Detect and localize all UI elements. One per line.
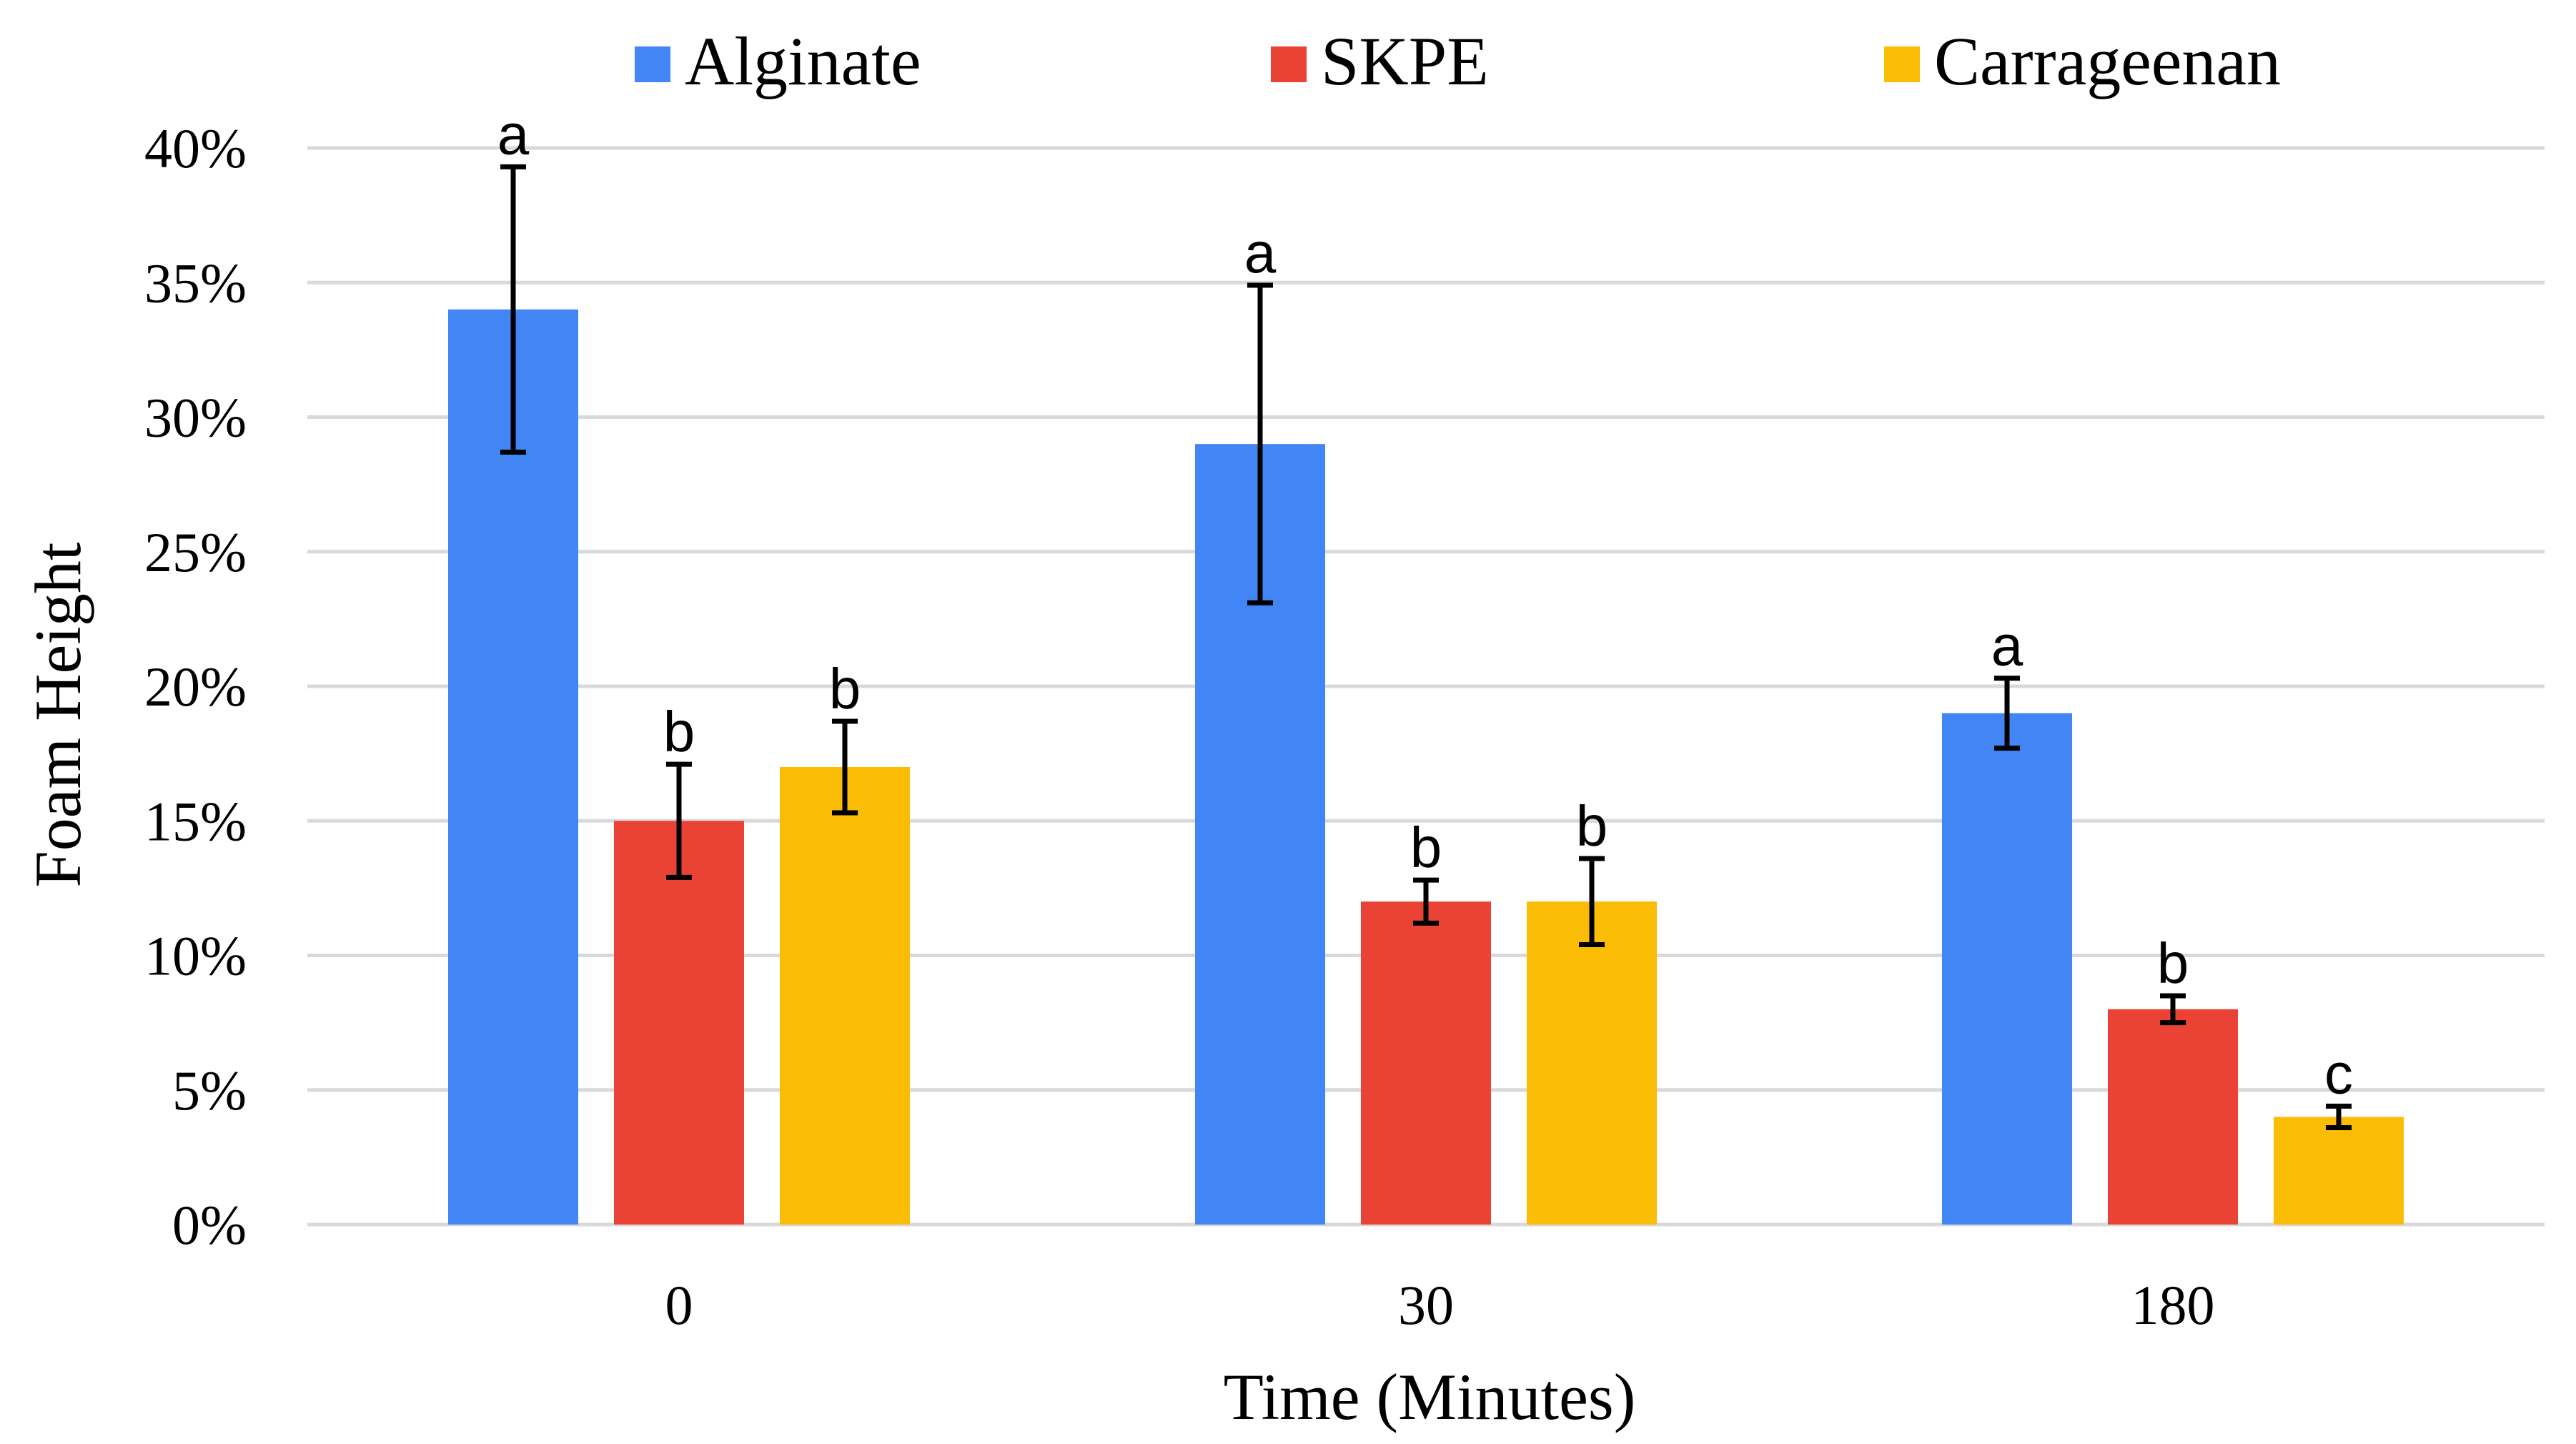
significance-letter: a — [1244, 221, 1277, 285]
legend-label-alginate: Alginate — [685, 23, 921, 99]
bars — [448, 309, 2404, 1225]
y-axis-title: Foam Height — [21, 542, 94, 887]
significance-letters: a a a b b b b b c — [497, 102, 2353, 1105]
x-tick-label: 0 — [665, 1274, 693, 1336]
bar-skpe-0 — [614, 821, 744, 1225]
x-axis-title: Time (Minutes) — [1224, 1360, 1636, 1433]
y-tick-label: 10% — [144, 925, 247, 987]
legend: Alginate SKPE Carrageenan — [635, 23, 2281, 99]
legend-swatch-skpe — [1271, 46, 1307, 82]
significance-letter: b — [1576, 794, 1608, 858]
y-tick-label: 25% — [144, 521, 247, 583]
significance-letter: a — [1991, 614, 2023, 678]
significance-letter: b — [829, 657, 861, 721]
bar-skpe-180 — [2108, 1009, 2238, 1225]
legend-swatch-carrageenan — [1884, 46, 1920, 82]
y-tick-label: 5% — [172, 1059, 247, 1122]
bar-carrageenan-0 — [780, 766, 910, 1225]
bar-alginate-0 — [448, 309, 578, 1225]
significance-letter: a — [497, 102, 530, 166]
bar-skpe-30 — [1361, 901, 1491, 1225]
x-axis-ticks: 0 30 180 — [665, 1274, 2215, 1336]
x-tick-label: 180 — [2131, 1274, 2215, 1336]
bar-carrageenan-180 — [2274, 1117, 2404, 1225]
y-tick-label: 40% — [144, 117, 247, 179]
legend-label-skpe: SKPE — [1321, 23, 1489, 99]
significance-letter: b — [1410, 816, 1442, 879]
error-bars — [500, 164, 2352, 1130]
bar-alginate-180 — [1942, 713, 2072, 1225]
y-tick-label: 35% — [144, 252, 247, 314]
significance-letter: b — [2157, 931, 2189, 995]
y-tick-label: 15% — [144, 790, 247, 852]
bar-carrageenan-30 — [1527, 901, 1657, 1225]
y-tick-label: 0% — [172, 1194, 247, 1256]
y-tick-label: 20% — [144, 656, 247, 718]
significance-letter: b — [663, 700, 695, 763]
x-tick-label: 30 — [1398, 1274, 1454, 1336]
y-axis-ticks: 0% 5% 10% 15% 20% 25% 30% 35% 40% — [144, 117, 247, 1256]
y-tick-label: 30% — [144, 387, 247, 449]
significance-letter: c — [2324, 1042, 2353, 1105]
legend-swatch-alginate — [635, 46, 670, 82]
legend-label-carrageenan: Carrageenan — [1934, 23, 2281, 99]
